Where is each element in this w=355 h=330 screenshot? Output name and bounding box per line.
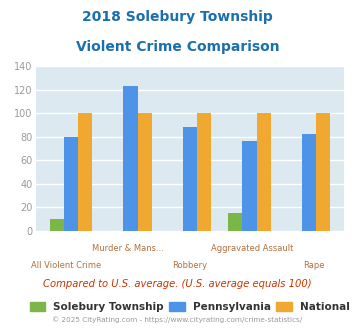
Bar <box>123 86 138 231</box>
Bar <box>183 127 197 231</box>
Bar <box>257 113 271 231</box>
Text: Compared to U.S. average. (U.S. average equals 100): Compared to U.S. average. (U.S. average … <box>43 279 312 289</box>
Bar <box>242 142 257 231</box>
Text: © 2025 CityRating.com - https://www.cityrating.com/crime-statistics/: © 2025 CityRating.com - https://www.city… <box>53 317 302 323</box>
Bar <box>50 219 64 231</box>
Bar <box>78 113 92 231</box>
Text: All Violent Crime: All Violent Crime <box>31 261 102 270</box>
Bar <box>302 134 316 231</box>
Text: Robbery: Robbery <box>173 261 207 270</box>
Legend: Solebury Township, Pennsylvania, National: Solebury Township, Pennsylvania, Nationa… <box>26 299 354 315</box>
Text: Aggravated Assault: Aggravated Assault <box>211 244 293 253</box>
Text: 2018 Solebury Township: 2018 Solebury Township <box>82 10 273 24</box>
Text: Violent Crime Comparison: Violent Crime Comparison <box>76 40 279 53</box>
Bar <box>64 137 78 231</box>
Text: Murder & Mans...: Murder & Mans... <box>92 244 164 253</box>
Bar <box>316 113 330 231</box>
Bar <box>138 113 152 231</box>
Bar <box>228 213 242 231</box>
Text: Rape: Rape <box>303 261 324 270</box>
Bar <box>197 113 211 231</box>
